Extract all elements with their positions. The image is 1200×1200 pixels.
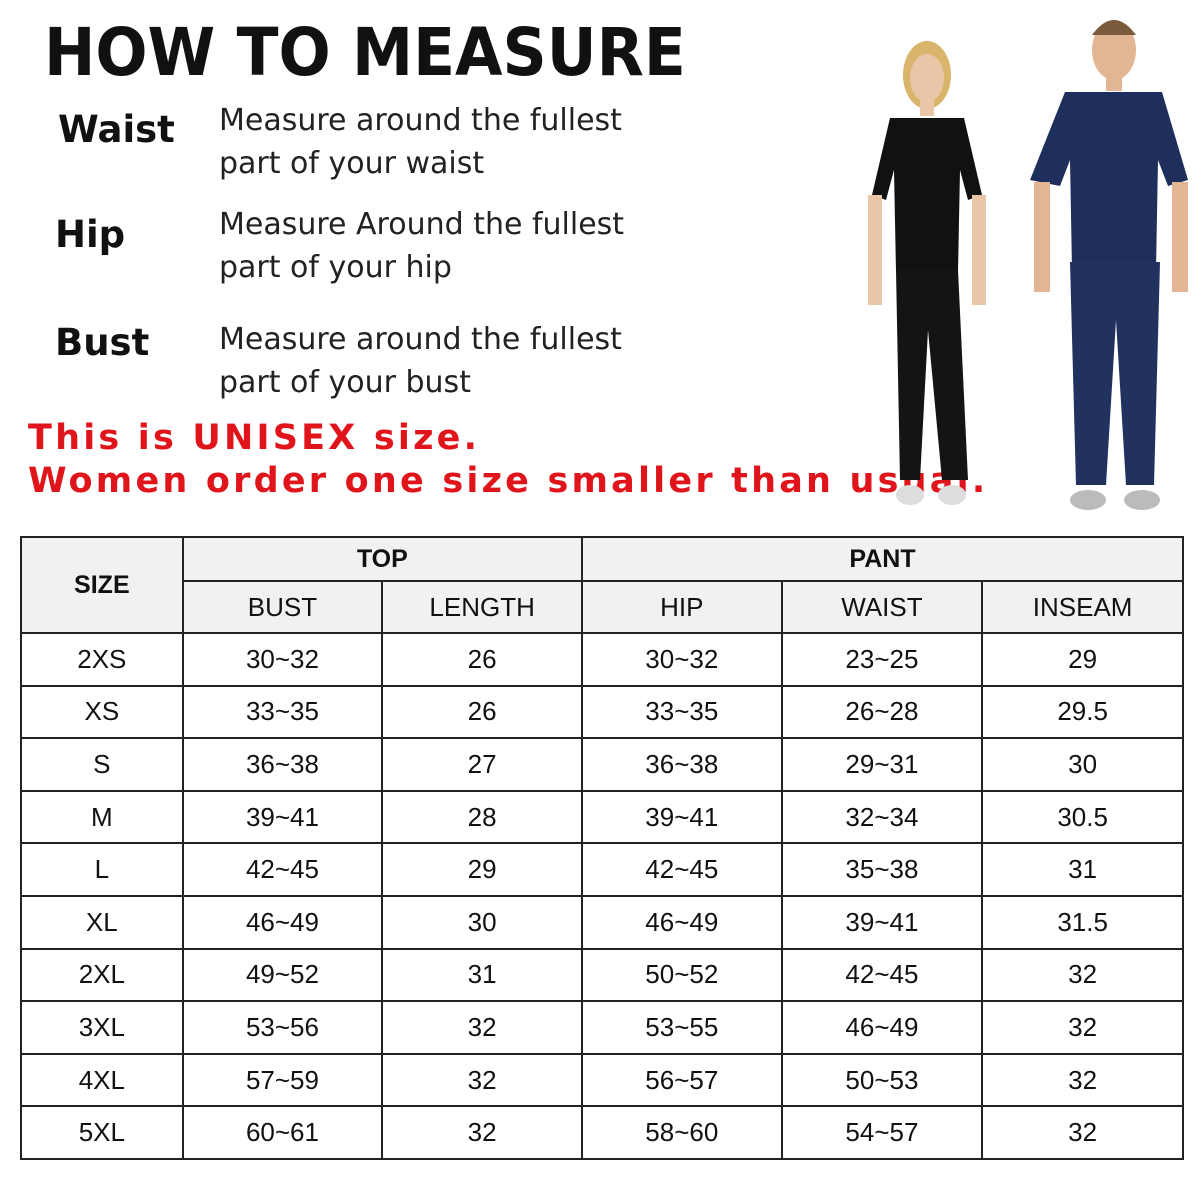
hip-description: Measure Around the fullest part of your h… <box>219 207 625 285</box>
table-row: M 39~41 28 39~41 32~34 30.5 <box>20 789 1184 845</box>
table-cell: 39~41 <box>780 894 984 950</box>
table-cell: 49~52 <box>181 947 384 1003</box>
table-cell: 32 <box>981 947 1184 1003</box>
table-row: S 36~38 27 36~38 29~31 30 <box>20 737 1184 792</box>
table-cell: 3XL <box>20 1000 184 1055</box>
table-cell: 31.5 <box>981 894 1184 950</box>
table-cell: 2XS <box>20 632 184 687</box>
table-cell: 5XL <box>20 1105 184 1160</box>
table-cell: 60~61 <box>181 1105 384 1160</box>
page-title: HOW TO MEASURE <box>44 14 686 91</box>
table-cell: 53~55 <box>581 1000 783 1055</box>
table-cell: L <box>20 842 184 897</box>
hip-label: Hip <box>55 213 126 256</box>
table-cell: 33~35 <box>181 684 384 740</box>
table-cell: 29~31 <box>780 737 984 792</box>
table-row: XL 46~49 30 46~49 39~41 31.5 <box>20 894 1184 950</box>
table-row: 3XL 53~56 32 53~55 46~49 32 <box>20 1000 1184 1055</box>
table-cell: 33~35 <box>581 684 783 740</box>
table-cell: 32 <box>981 1052 1184 1108</box>
table-cell: 39~41 <box>181 789 384 845</box>
table-cell: 36~38 <box>581 737 783 792</box>
table-cell: 32 <box>381 1052 583 1108</box>
table-cell: 53~56 <box>181 1000 384 1055</box>
women-sizing-note: Women order one size smaller than usual. <box>28 461 989 501</box>
table-cell: 54~57 <box>780 1105 984 1160</box>
table-cell: 35~38 <box>780 842 984 897</box>
table-cell: 57~59 <box>181 1052 384 1108</box>
table-cell: 28 <box>381 789 583 845</box>
table-cell: 30 <box>381 894 583 950</box>
table-row: 5XL 60~61 32 58~60 54~57 32 <box>20 1105 1184 1160</box>
table-cell: XS <box>20 684 184 740</box>
column-header-waist: WAIST <box>780 580 984 634</box>
models-image <box>868 20 1188 510</box>
size-header: SIZE <box>20 536 184 634</box>
table-cell: 56~57 <box>581 1052 783 1108</box>
table-cell: 2XL <box>20 947 184 1003</box>
table-cell: 30 <box>981 737 1184 792</box>
table-cell: 42~45 <box>181 842 384 897</box>
table-cell: 26 <box>381 632 583 687</box>
table-row: 2XL 49~52 31 50~52 42~45 32 <box>20 947 1184 1003</box>
bust-description: Measure around the fullest part of your b… <box>219 322 622 400</box>
table-row: XS 33~35 26 33~35 26~28 29.5 <box>20 684 1184 740</box>
table-cell: 46~49 <box>581 894 783 950</box>
table-cell: 46~49 <box>780 1000 984 1055</box>
table-row: L 42~45 29 42~45 35~38 31 <box>20 842 1184 897</box>
column-header-inseam: INSEAM <box>981 580 1184 634</box>
top-header: TOP <box>181 536 584 582</box>
table-cell: 30.5 <box>981 789 1184 845</box>
table-cell: 50~52 <box>581 947 783 1003</box>
table-cell: 29.5 <box>981 684 1184 740</box>
table-cell: 39~41 <box>581 789 783 845</box>
table-row: 4XL 57~59 32 56~57 50~53 32 <box>20 1052 1184 1108</box>
table-cell: 29 <box>981 632 1184 687</box>
table-cell: 42~45 <box>581 842 783 897</box>
table-cell: S <box>20 737 184 792</box>
table-cell: 46~49 <box>181 894 384 950</box>
table-cell: XL <box>20 894 184 950</box>
table-cell: 32~34 <box>780 789 984 845</box>
table-cell: 32 <box>381 1000 583 1055</box>
table-row: 2XS 30~32 26 30~32 23~25 29 <box>20 632 1184 687</box>
table-cell: 32 <box>981 1105 1184 1160</box>
bust-label: Bust <box>55 321 150 364</box>
pant-header: PANT <box>581 536 1184 582</box>
waist-description: Measure around the fullest part of your w… <box>219 103 622 181</box>
table-cell: M <box>20 789 184 845</box>
table-cell: 30~32 <box>581 632 783 687</box>
table-cell: 4XL <box>20 1052 184 1108</box>
size-chart-table: SIZE TOP PANT BUST LENGTH HIP WAIST INSE… <box>20 536 1184 1160</box>
table-cell: 32 <box>381 1105 583 1160</box>
column-header-bust: BUST <box>181 580 384 634</box>
column-header-hip: HIP <box>581 580 783 634</box>
table-cell: 30~32 <box>181 632 384 687</box>
table-cell: 36~38 <box>181 737 384 792</box>
table-cell: 42~45 <box>780 947 984 1003</box>
table-cell: 29 <box>381 842 583 897</box>
table-cell: 26 <box>381 684 583 740</box>
table-cell: 23~25 <box>780 632 984 687</box>
waist-label: Waist <box>58 108 175 151</box>
table-cell: 50~53 <box>780 1052 984 1108</box>
woman-model <box>868 41 986 505</box>
table-cell: 58~60 <box>581 1105 783 1160</box>
table-cell: 32 <box>981 1000 1184 1055</box>
man-model <box>1030 20 1188 510</box>
column-header-length: LENGTH <box>381 580 583 634</box>
table-cell: 31 <box>381 947 583 1003</box>
table-cell: 26~28 <box>780 684 984 740</box>
table-cell: 31 <box>981 842 1184 897</box>
table-cell: 27 <box>381 737 583 792</box>
unisex-note: This is UNISEX size. <box>28 418 481 458</box>
